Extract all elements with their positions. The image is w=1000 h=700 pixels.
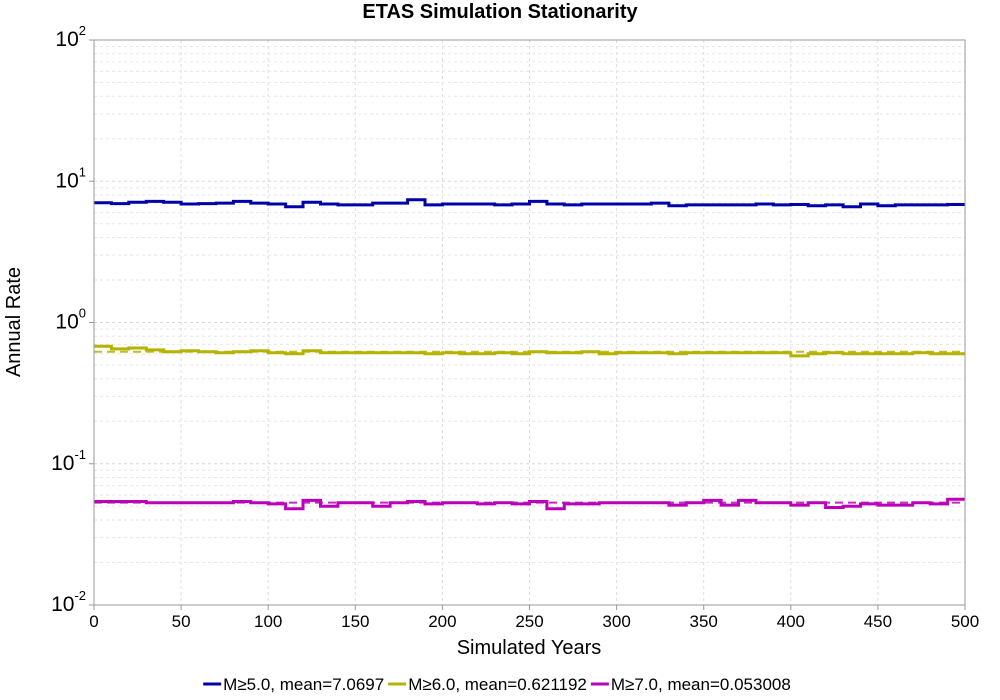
legend-entry: M≥5.0, mean=7.0697 [223, 675, 384, 694]
y-tick-label: 102 [55, 23, 86, 51]
y-axis-ticks: 102 101 100 10-1 10-2 [51, 23, 94, 616]
x-tick-label: 0 [89, 612, 98, 631]
x-tick-label: 150 [341, 612, 369, 631]
legend-entry: M≥7.0, mean=0.053008 [611, 675, 791, 694]
legend-entry: M≥6.0, mean=0.621192 [408, 675, 587, 694]
x-tick-label: 400 [777, 612, 805, 631]
x-axis-ticks: 0 50 100 150 200 250 300 350 400 450 500 [89, 605, 979, 631]
x-tick-label: 50 [172, 612, 191, 631]
y-tick-label: 100 [55, 306, 86, 334]
x-tick-label: 100 [254, 612, 282, 631]
x-tick-label: 300 [602, 612, 630, 631]
series-line [94, 344, 965, 358]
series-layer [94, 198, 965, 511]
x-axis-label: Simulated Years [457, 637, 602, 659]
y-tick-label: 10-1 [51, 447, 86, 475]
legend: M≥5.0, mean=7.0697 M≥6.0, mean=0.621192 M≥… [203, 675, 791, 694]
y-tick-label: 101 [55, 164, 86, 192]
x-tick-label: 350 [690, 612, 718, 631]
x-tick-label: 450 [864, 612, 892, 631]
x-tick-label: 500 [951, 612, 979, 631]
x-tick-label: 250 [515, 612, 543, 631]
y-tick-label: 10-2 [51, 588, 86, 616]
series-line [94, 497, 965, 511]
chart-title: ETAS Simulation Stationarity [362, 1, 638, 23]
y-axis-label: Annual Rate [3, 267, 25, 377]
x-tick-label: 200 [428, 612, 456, 631]
series-line [94, 198, 965, 209]
grid [93, 40, 966, 606]
